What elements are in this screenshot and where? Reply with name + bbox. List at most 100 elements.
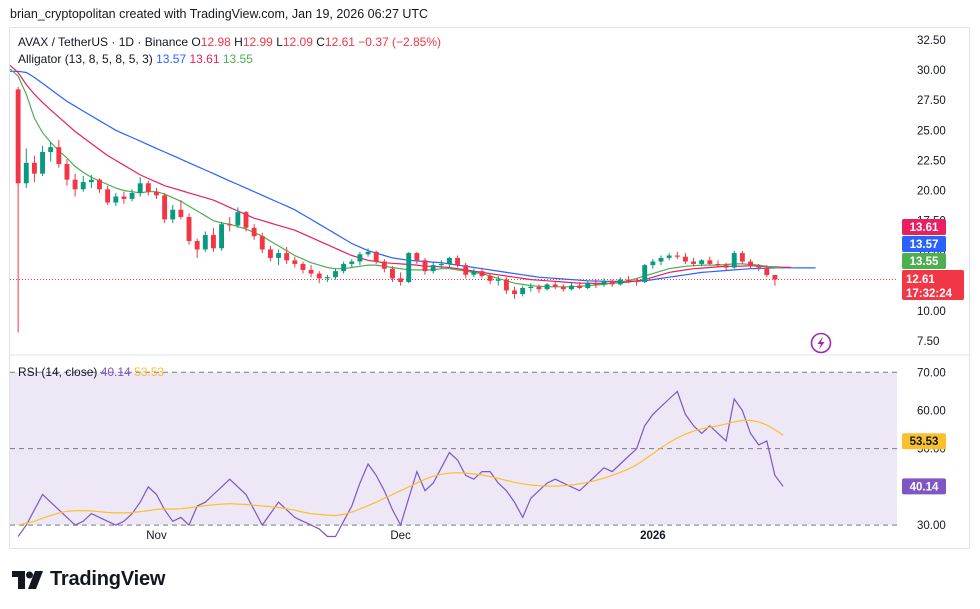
jaw-price-tag: 13.57 xyxy=(910,239,939,251)
chart-credit: brian_cryptopolitan created with Trading… xyxy=(10,7,429,21)
countdown-tag: 17:32:24 xyxy=(906,288,953,300)
candle xyxy=(300,261,306,274)
jaw-price-tag-bg xyxy=(902,236,946,252)
candle-body xyxy=(284,253,290,261)
candle xyxy=(544,283,550,291)
candle-body xyxy=(455,257,461,266)
candle xyxy=(560,284,566,292)
rsi-panel xyxy=(10,371,897,526)
candle xyxy=(609,279,615,287)
candle xyxy=(333,268,338,280)
tradingview-brand[interactable]: TradingView xyxy=(12,568,165,591)
candle-body xyxy=(544,284,550,290)
time-tick-label: Dec xyxy=(390,530,411,542)
candle xyxy=(479,267,485,279)
candle-body xyxy=(227,224,233,226)
candle-body xyxy=(658,257,664,262)
candle xyxy=(601,278,607,287)
jaw-value: 13.57 xyxy=(156,52,187,66)
candle-body xyxy=(15,89,21,184)
candle xyxy=(626,275,631,284)
candle-body xyxy=(650,261,656,266)
symbol-name[interactable]: AVAX / TetherUS · 1D · Binance xyxy=(18,35,189,49)
alligator-label[interactable]: Alligator (13, 8, 5, 8, 5, 3) xyxy=(18,52,153,66)
tradingview-wordmark: TradingView xyxy=(50,568,166,590)
candle xyxy=(748,259,753,269)
candle xyxy=(650,259,656,269)
candle-body xyxy=(300,263,306,270)
candle-body xyxy=(609,280,615,285)
candle xyxy=(23,148,29,189)
candle-body xyxy=(634,280,640,282)
candle-body xyxy=(308,269,314,274)
candle xyxy=(194,238,200,258)
candle-body xyxy=(674,255,680,257)
candle-body xyxy=(430,265,436,272)
candle-body xyxy=(438,263,444,266)
candle xyxy=(406,251,412,284)
candle-body xyxy=(137,183,143,193)
change-value: −0.37 (−2.85%) xyxy=(358,35,442,49)
candle xyxy=(284,247,290,264)
open-value: 12.98 xyxy=(200,35,231,49)
time-tick-label: 2026 xyxy=(640,530,666,542)
candle xyxy=(48,142,54,162)
rsi-tick-label: 30.00 xyxy=(917,520,946,532)
candle-body xyxy=(105,189,111,203)
candle-body xyxy=(390,268,395,279)
candle-body xyxy=(528,286,534,288)
candle xyxy=(512,286,517,299)
chart-frame xyxy=(9,27,970,549)
candle-body xyxy=(129,192,135,199)
candle xyxy=(251,224,257,240)
alligator-legend: Alligator (13, 8, 5, 8, 5, 3) 13.57 13.6… xyxy=(18,52,253,66)
price-tick-label: 32.50 xyxy=(917,35,946,47)
rsi-tick-label: 60.00 xyxy=(917,405,946,417)
rsi-tag-bg xyxy=(902,478,946,495)
rsi-tag: 40.14 xyxy=(910,481,939,493)
candle-body xyxy=(569,285,574,290)
candle-body xyxy=(40,151,45,174)
candle xyxy=(316,271,322,284)
candle xyxy=(219,221,225,251)
rsi-label[interactable]: RSI (14, close) xyxy=(18,365,98,379)
tradingview-logo-icon xyxy=(12,570,43,589)
candle-body xyxy=(48,147,54,152)
candle xyxy=(202,231,208,252)
candle-body xyxy=(748,261,753,267)
candle-body xyxy=(162,195,168,220)
alligator-jaw-line xyxy=(10,70,816,282)
candle-body xyxy=(682,256,688,262)
candle xyxy=(446,256,452,268)
candle-body xyxy=(292,260,298,264)
candle xyxy=(349,259,355,268)
alligator-teeth-line xyxy=(9,64,792,285)
candle-body xyxy=(31,162,37,174)
price-tick-label: 30.00 xyxy=(917,65,946,77)
candle-body xyxy=(422,260,428,272)
rsi-ma-line xyxy=(17,419,784,526)
candle xyxy=(666,253,672,261)
candle-body xyxy=(585,283,591,288)
candle-body xyxy=(145,183,151,192)
candle xyxy=(569,283,574,291)
candle xyxy=(145,180,151,196)
candle-body xyxy=(333,271,338,278)
candle-body xyxy=(219,224,225,249)
lightning-icon[interactable] xyxy=(810,332,832,354)
candles xyxy=(15,86,778,333)
candle-body xyxy=(276,253,281,258)
candle-body xyxy=(691,261,697,264)
lips-price-tag-bg xyxy=(902,253,946,269)
price-tick-label: 20.00 xyxy=(917,186,946,198)
candle-body xyxy=(552,284,558,287)
high-label: H xyxy=(234,35,243,49)
candle-body xyxy=(463,265,469,275)
rsi-tick-label: 70.00 xyxy=(917,367,946,379)
teeth-value: 13.61 xyxy=(189,52,220,66)
candle xyxy=(88,174,94,189)
candle-body xyxy=(64,164,70,180)
candle-body xyxy=(316,273,322,279)
rsi-lines xyxy=(17,390,784,538)
